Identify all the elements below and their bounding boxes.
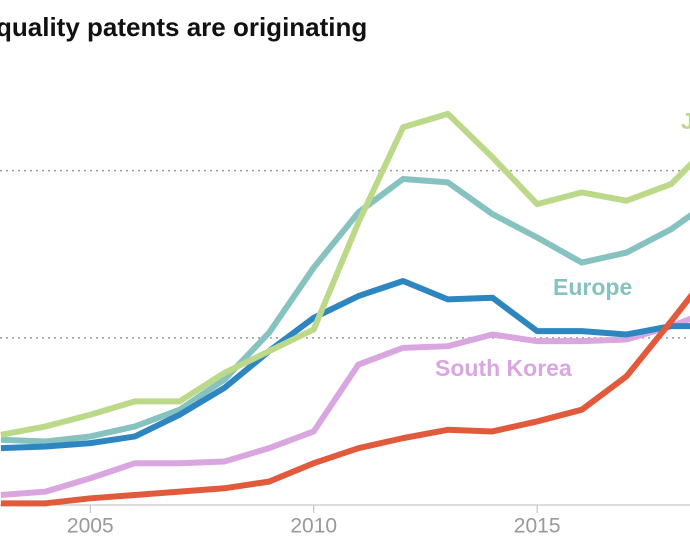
series-line <box>0 176 690 445</box>
series-label: Europe <box>553 274 632 300</box>
chart-title: quality patents are originating <box>0 12 367 42</box>
series-line <box>0 110 690 438</box>
series-label: South Korea <box>435 355 572 381</box>
x-tick-label: 2005 <box>67 515 114 538</box>
series-label: J <box>681 108 690 134</box>
x-tick-label: 2015 <box>514 515 561 538</box>
series-line <box>0 292 690 507</box>
series-line <box>0 277 690 452</box>
lines <box>0 110 690 507</box>
series-line <box>0 315 690 498</box>
x-tick-label: 2010 <box>290 515 337 538</box>
